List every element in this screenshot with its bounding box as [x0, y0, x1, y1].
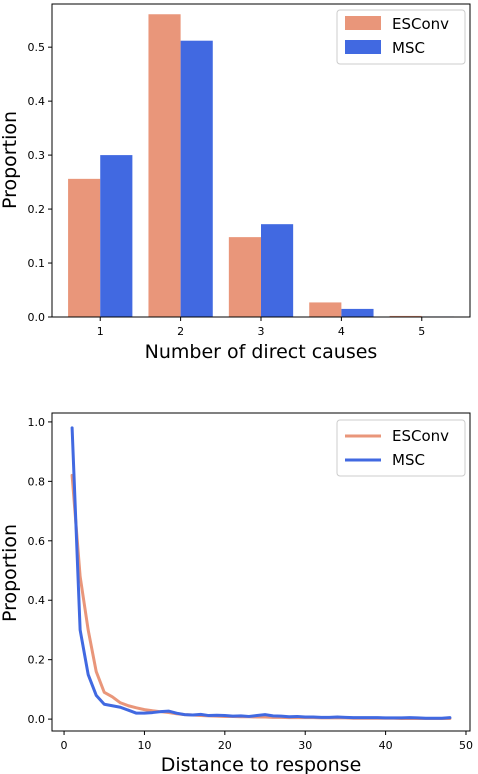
- legend-swatch-msc: [345, 40, 381, 54]
- plot-frame: [51, 412, 471, 732]
- bar-chart: 1 2 3 4 5 0.0 0.1 0.2 0.3 0.4 0.5 Number of direct…: [0, 3, 471, 363]
- bar-msc-2: [180, 40, 213, 317]
- bar-group: [68, 14, 454, 317]
- y-tick-label: 0.3: [28, 149, 46, 162]
- x-tick-label: 2: [177, 325, 184, 338]
- y-tick-label: 0.1: [28, 257, 46, 270]
- x-axis-label: Number of direct causes: [145, 341, 378, 363]
- x-tick-label: 10: [137, 739, 151, 752]
- bar-msc-4: [341, 308, 374, 317]
- legend-box: [336, 419, 466, 477]
- legend-label-esconv: ESConv: [392, 427, 449, 445]
- x-tick-label: 4: [338, 325, 345, 338]
- x-tick-label: 30: [298, 739, 312, 752]
- bar-esconv-3: [228, 237, 261, 317]
- axes: 0 10 20 30 40 50 0.0 0.2 0.4 0.6 0.8 1.0: [28, 416, 473, 752]
- y-tick-label: 0.0: [28, 713, 46, 726]
- legend-label-msc: MSC: [392, 451, 425, 469]
- legend-label-esconv: ESConv: [392, 15, 449, 33]
- y-tick-label: 1.0: [28, 416, 46, 429]
- y-axis-label: Proportion: [0, 111, 21, 209]
- y-tick-label: 0.5: [28, 41, 46, 54]
- legend: ESConv MSC: [336, 419, 466, 477]
- bar-msc-1: [100, 155, 133, 317]
- axes: 1 2 3 4 5 0.0 0.1 0.2 0.3 0.4 0.5: [28, 41, 426, 338]
- bar-esconv-5: [389, 315, 422, 317]
- legend-label-msc: MSC: [392, 39, 425, 57]
- y-axis-label: Proportion: [0, 524, 21, 622]
- line-group: [70, 426, 452, 721]
- series-line-esconv: [70, 473, 452, 721]
- bar-esconv-2: [148, 14, 181, 317]
- bar-msc-3: [261, 224, 294, 317]
- y-tick-label: 0.2: [28, 654, 46, 667]
- y-tick-label: 0.6: [28, 535, 46, 548]
- y-tick-label: 0.2: [28, 203, 46, 216]
- bar-esconv-1: [68, 178, 101, 317]
- legend-swatch-esconv: [345, 16, 381, 30]
- x-tick-label: 3: [258, 325, 265, 338]
- y-tick-label: 0.0: [28, 311, 46, 324]
- x-tick-label: 50: [459, 739, 473, 752]
- x-tick-label: 5: [418, 325, 425, 338]
- y-tick-label: 0.4: [28, 594, 46, 607]
- legend: ESConv MSC: [336, 9, 466, 65]
- x-tick-label: 40: [379, 739, 393, 752]
- bar-esconv-4: [309, 302, 342, 317]
- x-tick-label: 1: [97, 325, 104, 338]
- x-axis-label: Distance to response: [161, 754, 362, 774]
- series-line-msc: [70, 426, 452, 720]
- x-tick-label: 0: [61, 739, 68, 752]
- y-tick-label: 0.8: [28, 475, 46, 488]
- y-tick-label: 0.4: [28, 95, 46, 108]
- line-chart: 0 10 20 30 40 50 0.0 0.2 0.4 0.6 0.8 1.0 Distance t…: [0, 412, 473, 774]
- x-tick-label: 20: [218, 739, 232, 752]
